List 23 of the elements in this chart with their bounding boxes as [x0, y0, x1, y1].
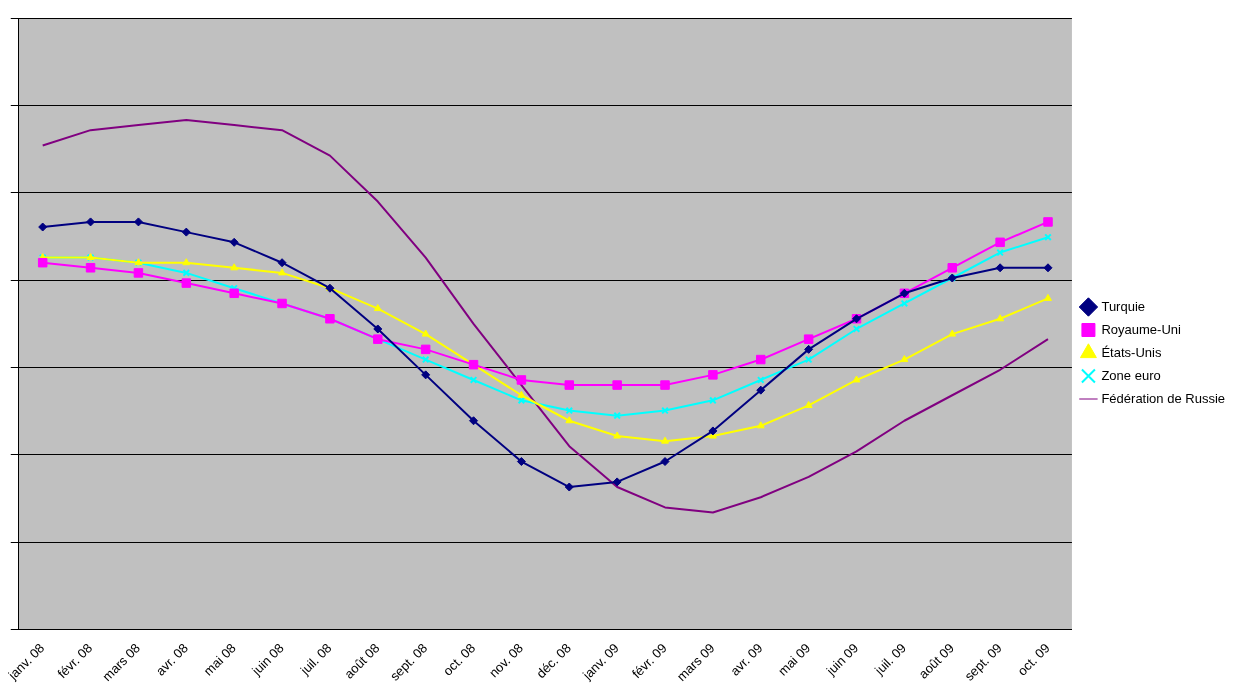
- x-tick-label: févr. 09: [628, 640, 670, 682]
- x-tick-label: mai 09: [775, 640, 814, 679]
- x-tick-label: mai 08: [200, 640, 239, 679]
- legend-label: Royaume-Uni: [1101, 321, 1182, 337]
- x-tick-label: avr. 08: [152, 640, 191, 679]
- x-tick-label: févr. 08: [54, 640, 96, 682]
- x-tick-label: juin 09: [822, 640, 862, 679]
- x-tick-label: juil. 09: [871, 640, 910, 679]
- x-tick-label: oct. 09: [1014, 640, 1053, 679]
- legend-label: Turquie: [1101, 298, 1146, 314]
- x-tick-label: nov. 08: [485, 640, 527, 681]
- x-tick-label: oct. 08: [439, 640, 479, 679]
- x-tick-label: août 09: [915, 640, 957, 682]
- x-tick-label: avr. 09: [727, 640, 766, 679]
- legend-label: États-Unis: [1101, 344, 1162, 360]
- x-tick-label: déc. 08: [533, 640, 574, 682]
- x-tick-label: juin 08: [248, 640, 287, 679]
- legend-label: Zone euro: [1101, 367, 1161, 383]
- x-tick-label: sept. 08: [387, 640, 431, 684]
- x-tick-label: juil. 08: [296, 640, 335, 679]
- x-tick-label: sept. 09: [961, 640, 1005, 684]
- x-tick-label: août 08: [341, 640, 383, 682]
- legend-label: Fédération de Russie: [1101, 390, 1226, 406]
